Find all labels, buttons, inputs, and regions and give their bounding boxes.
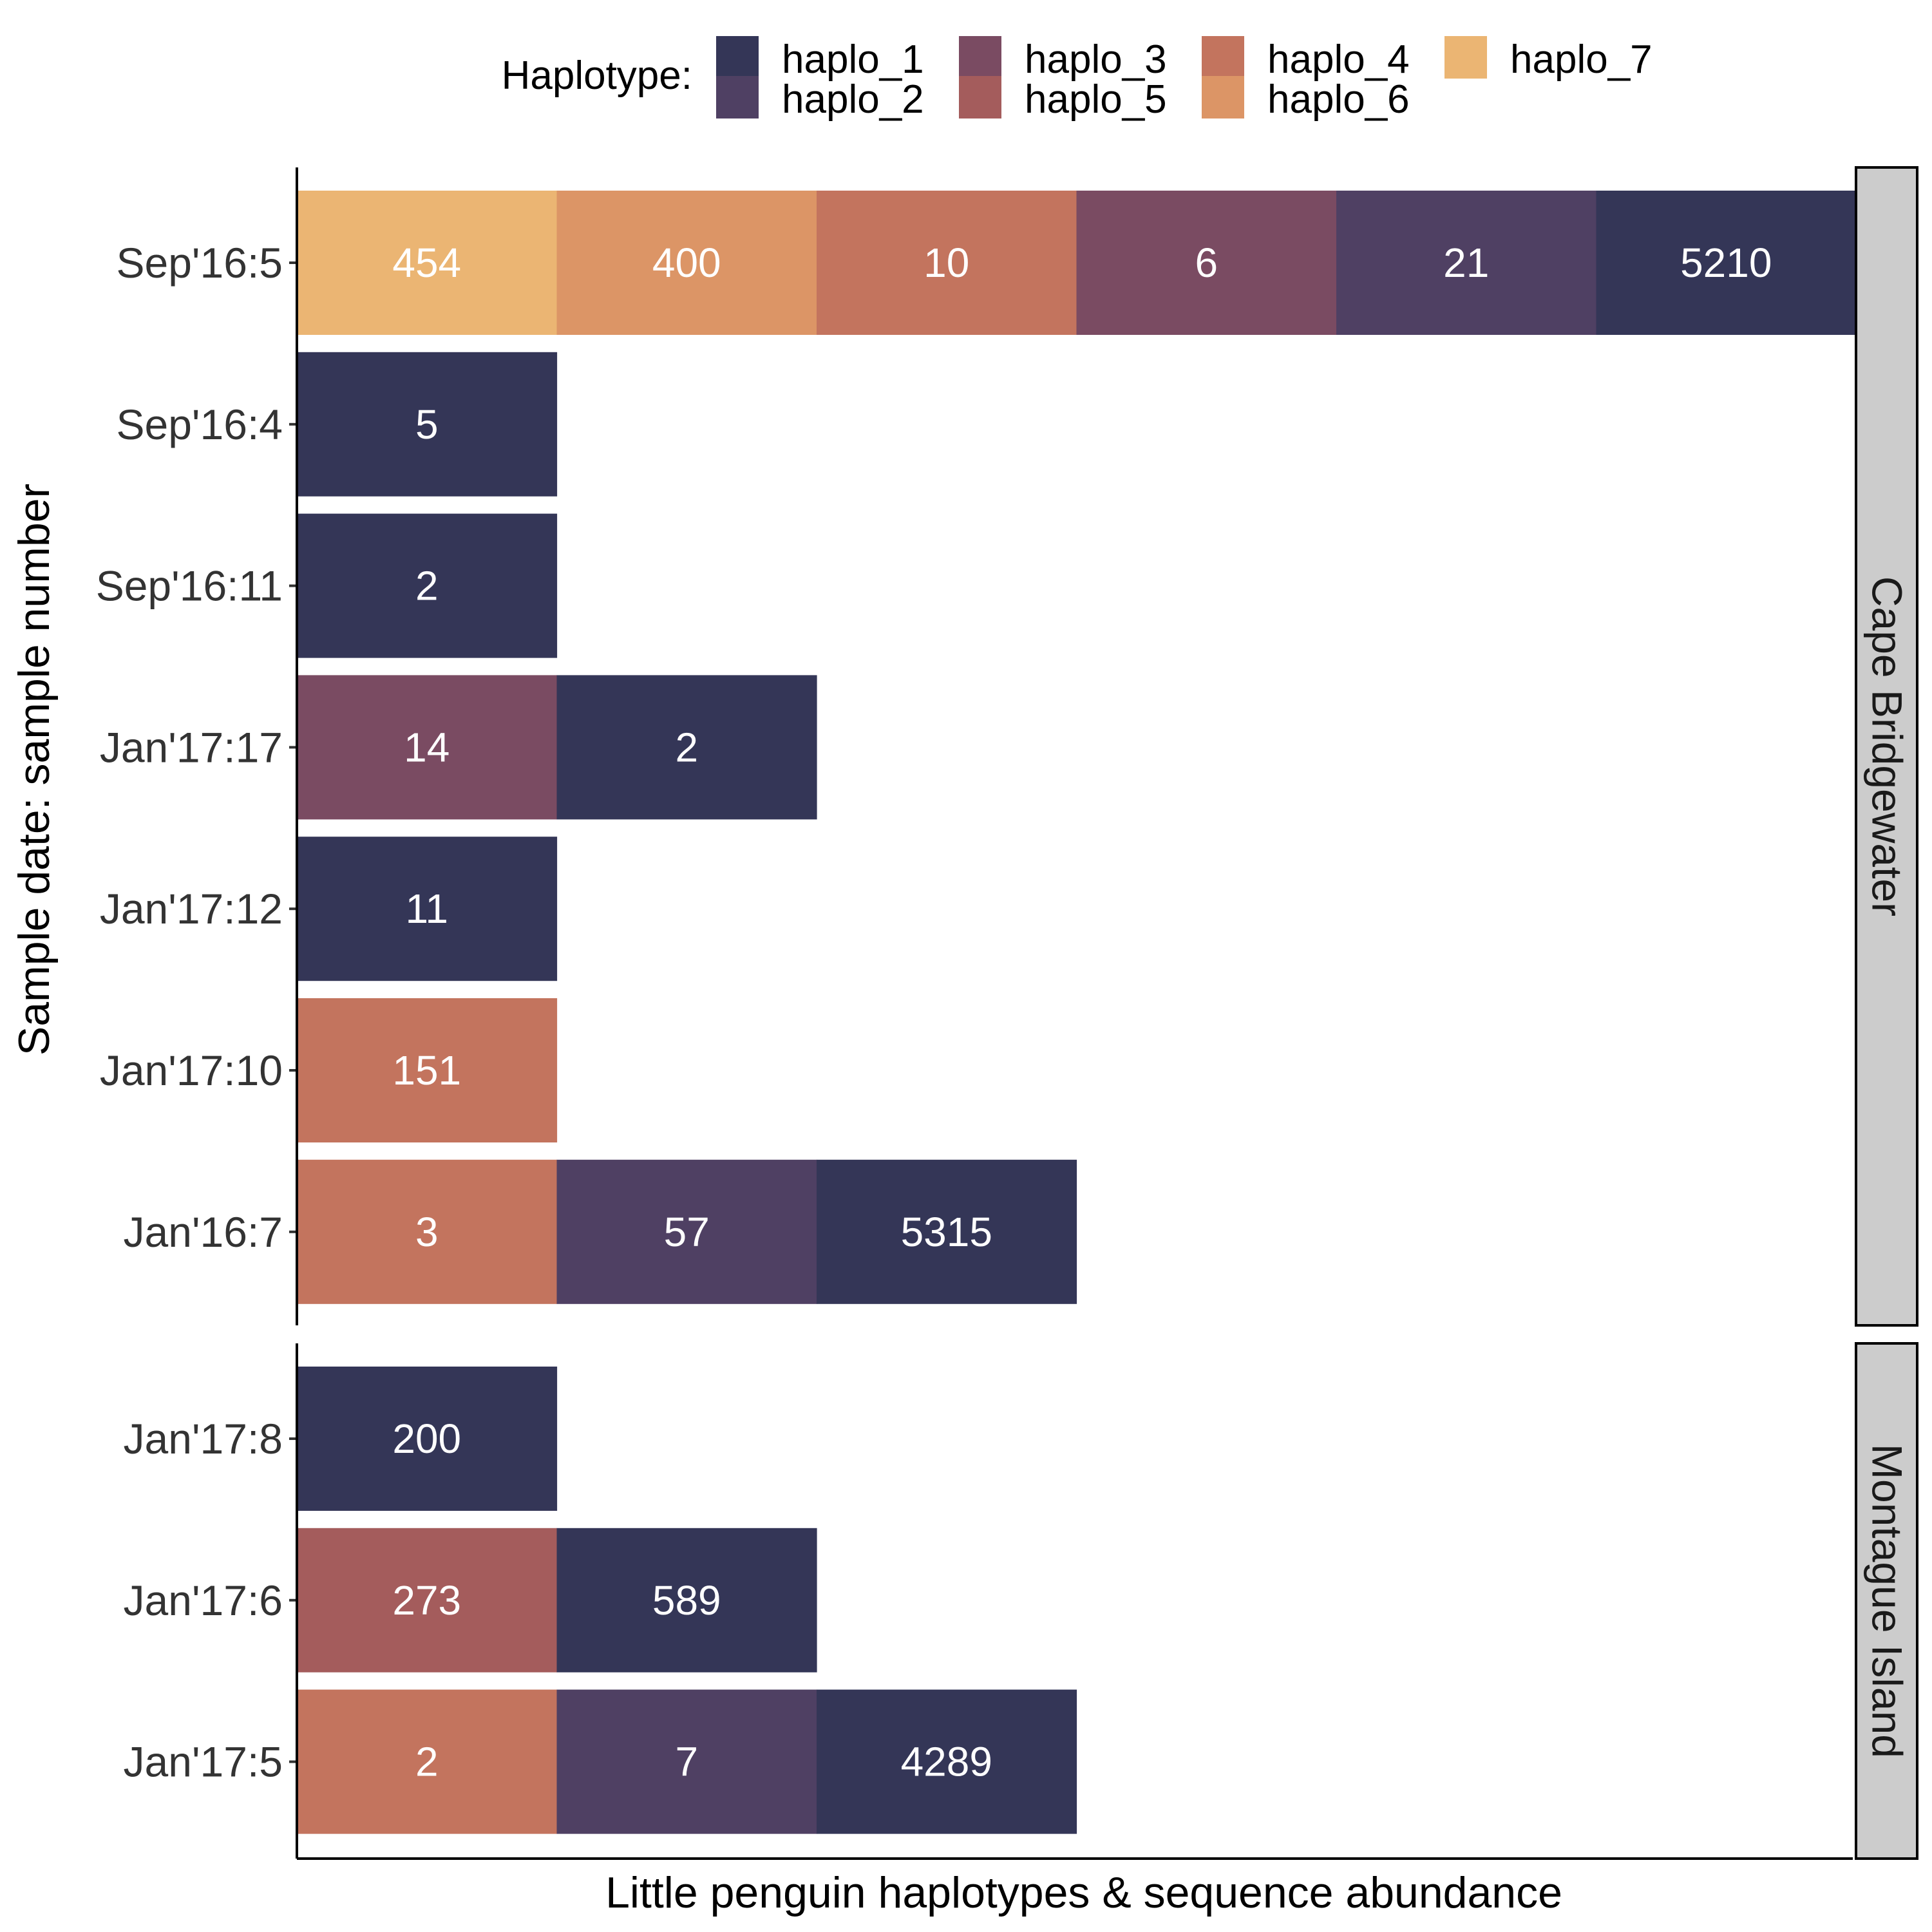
bar-segment-haplo-1	[297, 513, 558, 658]
bar-value-label: 11	[406, 886, 448, 932]
y-tick-label: Jan'16:7	[124, 1208, 283, 1256]
legend-swatch	[1202, 76, 1244, 118]
y-tick-label: Sep'16:5	[117, 239, 283, 287]
bar-segment-haplo-6	[556, 191, 817, 335]
bar-value-label: 200	[392, 1416, 461, 1462]
legend-item-haplo-6: haplo_6	[1202, 76, 1410, 122]
legend-item-haplo-3: haplo_3	[959, 36, 1167, 82]
bar-row: 11	[297, 837, 558, 981]
y-tick-label: Jan'17:10	[100, 1046, 283, 1094]
bar-value-label: 57	[664, 1209, 710, 1255]
bar-value-label: 3	[415, 1209, 439, 1255]
bar-row: 14 2	[297, 675, 817, 820]
facet-strip	[1855, 1342, 1918, 1860]
panel-montague-island: 200 Jan'17:8 273 589 Jan'17:6 2 7 4289 Jan'17:5 M…	[124, 1342, 1918, 1860]
panel-cape-bridgewater: 454 400 10 6 21 5210 Sep'16:5 5 Sep'16:4 2 Sep'16:…	[96, 166, 1918, 1327]
bar-value-label: 454	[392, 240, 461, 286]
panels: 454 400 10 6 21 5210 Sep'16:5 5 Sep'16:4 2 Sep'16:…	[96, 166, 1918, 1860]
legend-swatch	[959, 76, 1001, 118]
bar-row: 2 7 4289	[297, 1689, 1077, 1834]
bar-value-label: 2	[415, 563, 439, 609]
bar-segment-haplo-1	[297, 352, 558, 497]
legend-label: haplo_4	[1267, 37, 1410, 82]
legend-label: haplo_5	[1025, 77, 1167, 122]
bar-value-label: 273	[392, 1577, 461, 1624]
facet-strip	[1855, 166, 1918, 1327]
y-tick-label: Jan'17:17	[100, 723, 283, 771]
bar-segment-haplo-1	[817, 1159, 1077, 1304]
bar-segment-haplo-1	[297, 1367, 558, 1511]
bar-value-label: 14	[404, 724, 450, 770]
bar-value-label: 5210	[1680, 240, 1772, 286]
legend-swatch	[1444, 36, 1487, 79]
legend-item-haplo-7: haplo_7	[1444, 36, 1653, 82]
bar-segment-haplo-1	[817, 1689, 1077, 1834]
y-tick-label: Jan'17:6	[124, 1577, 283, 1624]
bar-segment-haplo-4	[297, 998, 558, 1142]
legend-label: haplo_2	[782, 77, 924, 122]
bar-segment-haplo-1	[297, 837, 558, 981]
bar-segment-haplo-2	[556, 1159, 817, 1304]
bar-segment-haplo-1	[556, 1528, 817, 1672]
bar-segment-haplo-2	[1336, 191, 1597, 335]
bar-segment-haplo-3	[297, 675, 558, 820]
bar-segment-haplo-4	[297, 1159, 558, 1304]
legend-item-haplo-2: haplo_2	[716, 76, 924, 122]
y-tick-label: Jan'17:12	[100, 885, 283, 933]
bar-value-label: 2	[415, 1739, 439, 1785]
bar-row: 200	[297, 1367, 558, 1511]
legend-label: haplo_7	[1510, 37, 1653, 82]
bar-segment-haplo-4	[817, 191, 1077, 335]
bar-segment-haplo-5	[297, 1528, 558, 1672]
bar-value-label: 7	[675, 1739, 698, 1785]
bar-segment-haplo-2	[556, 1689, 817, 1834]
legend-item-haplo-4: haplo_4	[1202, 36, 1410, 82]
legend-label: haplo_6	[1267, 77, 1410, 122]
bar-row: 2	[297, 513, 558, 658]
bar-segment-haplo-3	[1076, 191, 1337, 335]
facet-strip-label: Montague Island	[1864, 1444, 1911, 1758]
legend-label: haplo_1	[782, 37, 924, 82]
bar-row: 5	[297, 352, 558, 497]
bar-segment-haplo-7	[297, 191, 558, 335]
bar-row: 3 57 5315	[297, 1159, 1077, 1304]
bar-row: 454 400 10 6 21 5210	[297, 191, 1857, 335]
bar-value-label: 2	[675, 724, 698, 770]
facet-strip-label: Cape Bridgewater	[1864, 576, 1911, 916]
bar-segment-haplo-1	[556, 675, 817, 820]
y-tick-label: Sep'16:11	[96, 562, 283, 610]
bar-value-label: 21	[1443, 240, 1489, 286]
x-axis-title: Little penguin haplotypes & sequence abu…	[605, 1868, 1562, 1917]
bar-value-label: 5	[415, 401, 439, 448]
bar-value-label: 151	[392, 1047, 461, 1094]
bar-row: 273 589	[297, 1528, 817, 1672]
legend-item-haplo-5: haplo_5	[959, 76, 1167, 122]
y-tick-label: Jan'17:5	[124, 1738, 283, 1786]
bar-value-label: 4289	[901, 1739, 992, 1785]
bar-value-label: 5315	[901, 1209, 992, 1255]
legend-swatch	[1202, 36, 1244, 79]
bar-segment-haplo-1	[1596, 191, 1857, 335]
legend-item-haplo-1: haplo_1	[716, 36, 924, 82]
y-tick-label: Sep'16:4	[117, 401, 283, 448]
legend-label: haplo_3	[1025, 37, 1167, 82]
legend-swatch	[959, 36, 1001, 79]
bar-value-label: 400	[652, 240, 721, 286]
y-tick-label: Jan'17:8	[124, 1415, 283, 1463]
y-axis-title: Sample date: sample number	[10, 484, 59, 1056]
legend-swatch	[716, 76, 759, 118]
bar-value-label: 6	[1195, 240, 1218, 286]
bar-value-label: 589	[652, 1577, 721, 1624]
legend-title: Haplotype:	[502, 53, 692, 98]
bar-row: 151	[297, 998, 558, 1142]
bar-segment-haplo-4	[297, 1689, 558, 1834]
bar-value-label: 10	[923, 240, 969, 286]
legend-swatch	[716, 36, 759, 79]
